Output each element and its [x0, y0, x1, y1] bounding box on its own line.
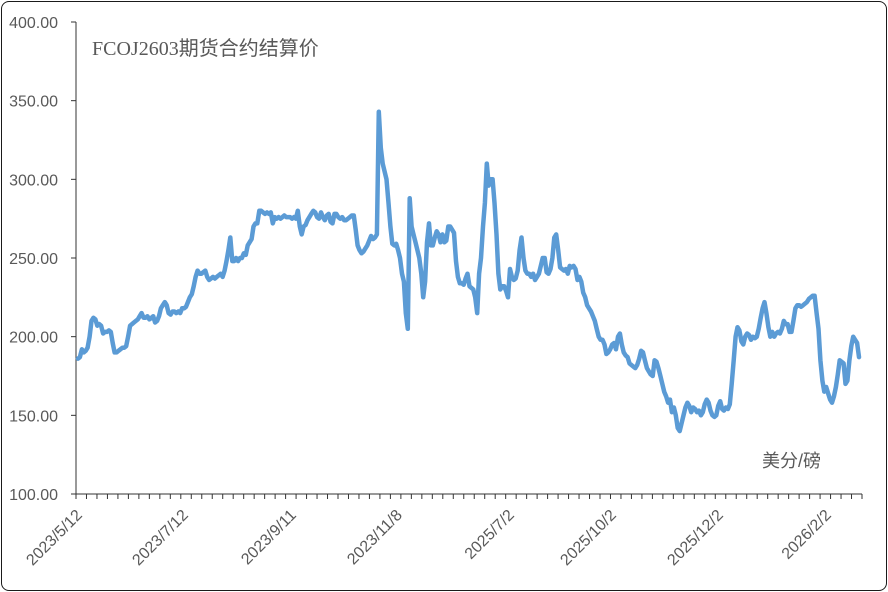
unit-label: 美分/磅 — [762, 451, 821, 471]
x-tick-label: 2023/5/12 — [23, 507, 85, 569]
chart-title: FCOJ2603期货合约结算价 — [92, 37, 319, 60]
x-tick-label: 2023/11/8 — [344, 507, 406, 569]
x-tick-label: 2023/7/12 — [129, 507, 191, 569]
y-tick-label: 150.00 — [9, 408, 58, 425]
y-axis: 100.00 150.00 200.00 250.00 300.00 350.00 400.… — [9, 15, 77, 504]
y-tick-label: 200.00 — [9, 330, 58, 347]
y-tick-label: 100.00 — [9, 487, 58, 504]
x-tick-label: 2023/9/11 — [238, 507, 300, 569]
x-tick-label: 2026/2/2 — [779, 507, 835, 563]
series-layer — [75, 109, 862, 434]
series-line-settlement-price — [75, 109, 862, 434]
x-tick-label: 2025/10/2 — [557, 507, 619, 569]
y-tick-label: 300.00 — [9, 172, 58, 189]
x-tick-label: 2025/12/2 — [664, 507, 726, 569]
x-axis: 2023/5/12 2023/7/12 2023/9/11 2023/11/8 2025… — [23, 493, 863, 569]
y-tick-label: 400.00 — [9, 15, 58, 32]
x-tick-label: 2025/7/2 — [462, 507, 518, 563]
y-tick-label: 250.00 — [9, 251, 58, 268]
y-tick-label: 350.00 — [9, 94, 58, 111]
